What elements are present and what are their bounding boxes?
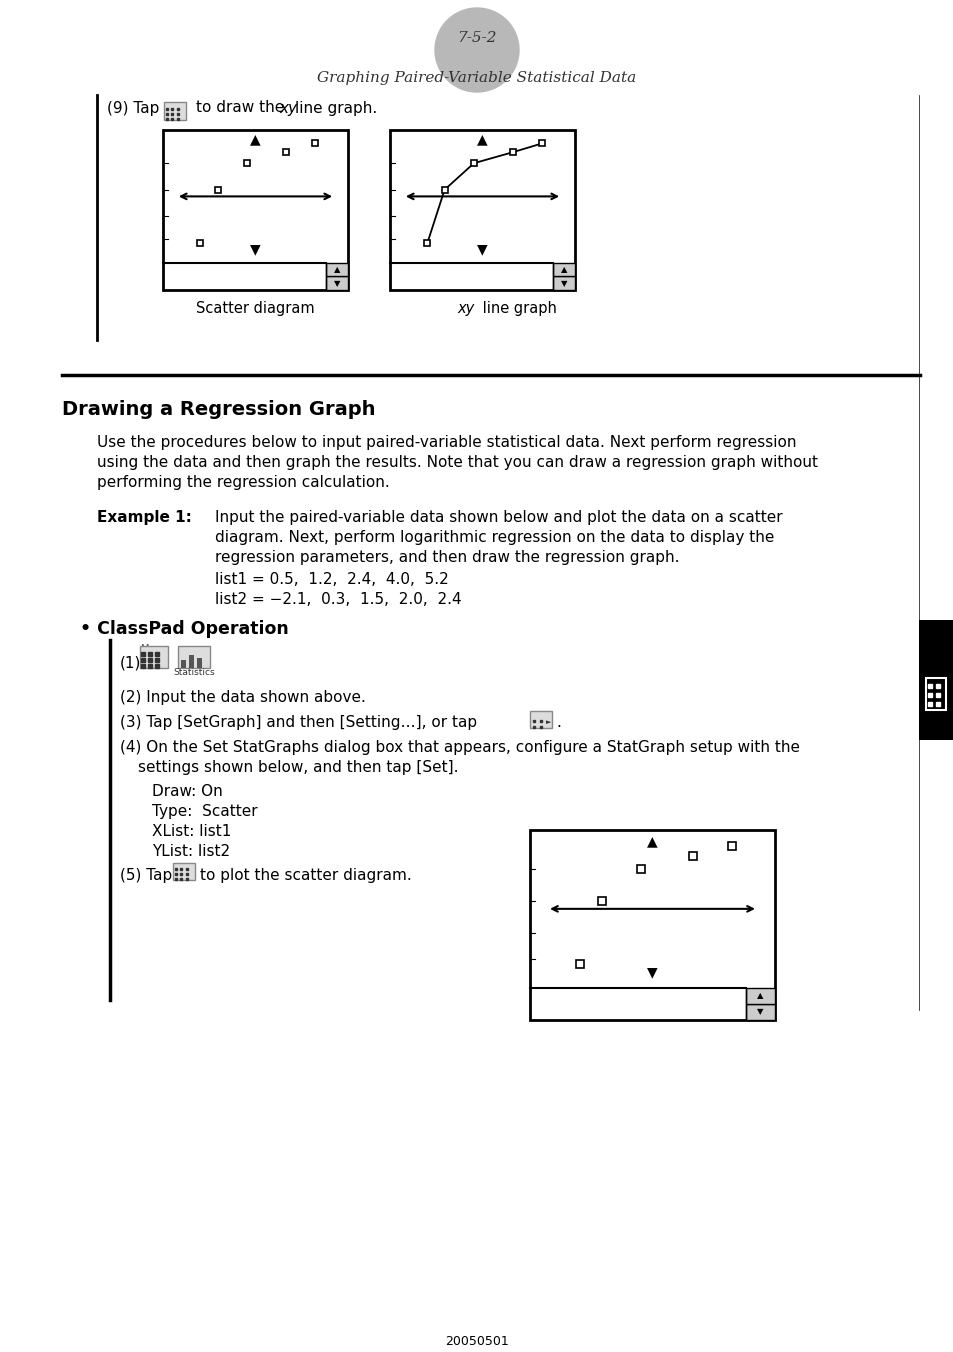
Bar (390, 130, 575, 289)
Text: Use the procedures below to input paired-variable statistical data. Next perform: Use the procedures below to input paired… (97, 435, 796, 450)
Bar (745, 1003, 774, 1019)
Text: Scatter diagram: Scatter diagram (196, 300, 314, 315)
Text: list1 = 0.5,  1.2,  2.4,  4.0,  5.2: list1 = 0.5, 1.2, 2.4, 4.0, 5.2 (214, 572, 448, 587)
Text: ▲: ▲ (250, 132, 260, 146)
Text: diagram. Next, perform logarithmic regression on the data to display the: diagram. Next, perform logarithmic regre… (214, 530, 774, 545)
Text: • ClassPad Operation: • ClassPad Operation (80, 621, 289, 638)
Text: list2 = −2.1,  0.3,  1.5,  2.0,  2.4: list2 = −2.1, 0.3, 1.5, 2.0, 2.4 (214, 592, 461, 607)
Text: ▼: ▼ (476, 242, 487, 257)
Bar (163, 130, 348, 289)
Bar (326, 262, 348, 276)
Text: ▼: ▼ (560, 279, 566, 288)
Text: xy: xy (278, 100, 296, 115)
Text: line graph: line graph (478, 300, 557, 315)
Text: settings shown below, and then tap [Set].: settings shown below, and then tap [Set]… (138, 760, 458, 775)
Text: YList: list2: YList: list2 (152, 844, 230, 859)
Text: ▲: ▲ (757, 991, 762, 1000)
Text: 20050501: 20050501 (445, 1334, 508, 1348)
Bar (189, 654, 193, 668)
Bar (196, 658, 202, 668)
Text: (3) Tap [SetGraph] and then [Setting…], or tap: (3) Tap [SetGraph] and then [Setting…], … (120, 715, 476, 730)
Text: XList: list1: XList: list1 (152, 823, 232, 840)
Text: Menu: Menu (141, 644, 169, 654)
Text: (2) Input the data shown above.: (2) Input the data shown above. (120, 690, 366, 704)
Text: xy: xy (456, 300, 474, 315)
Text: Graphing Paired-Variable Statistical Data: Graphing Paired-Variable Statistical Dat… (317, 72, 636, 85)
Bar (552, 262, 575, 276)
Text: to plot the scatter diagram.: to plot the scatter diagram. (200, 868, 412, 883)
Bar (140, 646, 168, 668)
Text: ▼: ▼ (334, 279, 340, 288)
Text: Input the paired-variable data shown below and plot the data on a scatter: Input the paired-variable data shown bel… (214, 510, 781, 525)
Text: (9) Tap: (9) Tap (107, 100, 159, 115)
Bar (178, 646, 210, 668)
Bar (530, 830, 774, 1019)
Bar (181, 660, 186, 668)
Text: ▼: ▼ (250, 242, 260, 257)
Text: regression parameters, and then draw the regression graph.: regression parameters, and then draw the… (214, 550, 679, 565)
Text: ►: ► (546, 719, 551, 725)
Text: ▲: ▲ (334, 265, 340, 274)
Circle shape (435, 8, 518, 92)
Text: Statistics: Statistics (173, 668, 214, 677)
FancyBboxPatch shape (172, 863, 194, 880)
Text: ▲: ▲ (476, 132, 487, 146)
Bar (918, 621, 953, 740)
Text: to draw the: to draw the (195, 100, 284, 115)
Bar (326, 276, 348, 289)
Text: ▼: ▼ (757, 1007, 762, 1017)
Bar (552, 276, 575, 289)
Text: (1): (1) (120, 654, 141, 671)
Text: .: . (556, 715, 560, 730)
Text: ▲: ▲ (646, 834, 658, 848)
Text: using the data and then graph the results. Note that you can draw a regression g: using the data and then graph the result… (97, 456, 817, 470)
FancyBboxPatch shape (530, 711, 552, 727)
Text: Draw: On: Draw: On (152, 784, 222, 799)
Text: (5) Tap: (5) Tap (120, 868, 172, 883)
Text: (4) On the Set StatGraphs dialog box that appears, configure a StatGraph setup w: (4) On the Set StatGraphs dialog box tha… (120, 740, 800, 754)
Text: ▲: ▲ (560, 265, 566, 274)
Text: ▼: ▼ (646, 965, 658, 979)
Text: Example 1:: Example 1: (97, 510, 192, 525)
Text: Type:  Scatter: Type: Scatter (152, 804, 257, 819)
Text: 7-5-2: 7-5-2 (456, 31, 497, 45)
Text: line graph.: line graph. (294, 100, 376, 115)
FancyBboxPatch shape (164, 101, 186, 120)
Text: performing the regression calculation.: performing the regression calculation. (97, 475, 390, 489)
Bar (925, 677, 945, 710)
Bar (745, 988, 774, 1003)
Text: Drawing a Regression Graph: Drawing a Regression Graph (62, 400, 375, 419)
